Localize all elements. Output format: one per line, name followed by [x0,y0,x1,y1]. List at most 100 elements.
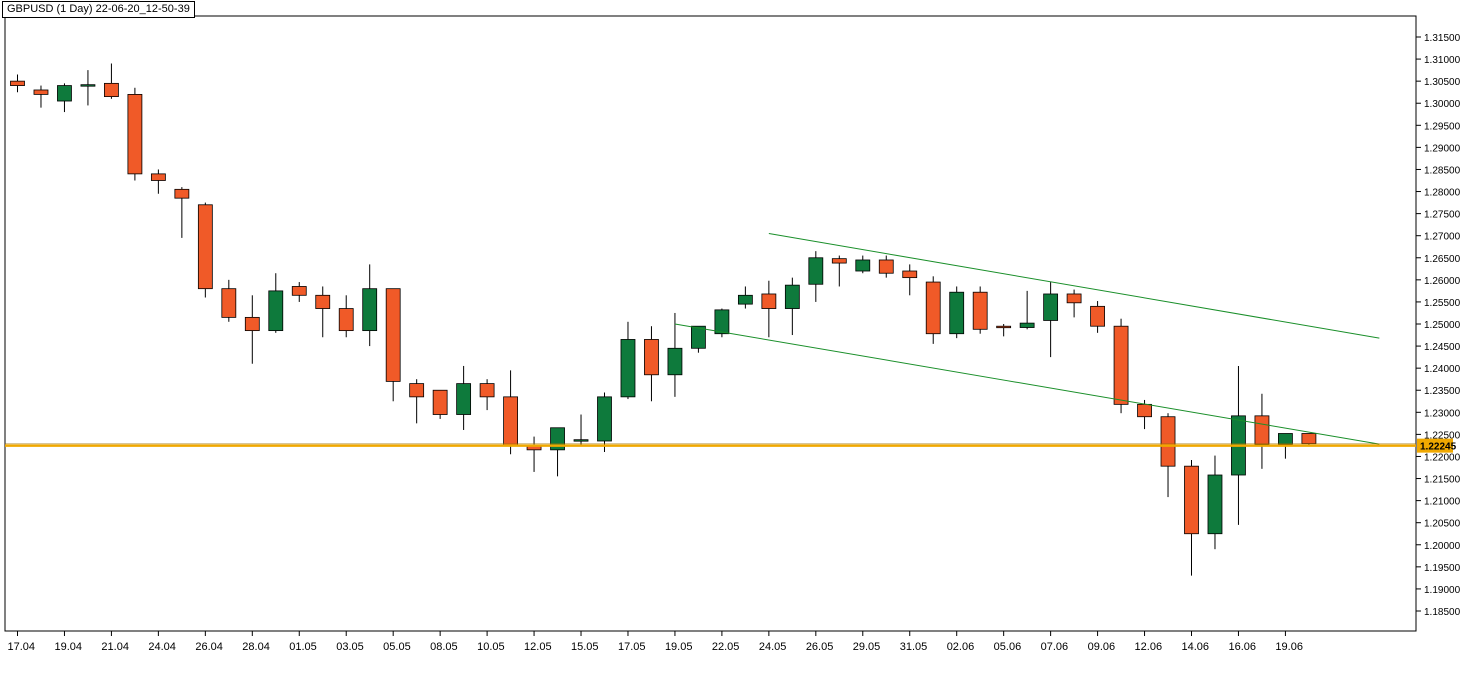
candle-bearish[interactable] [644,326,659,402]
candle-bullish[interactable] [784,277,800,336]
y-tick-label: 1.29000 [1424,143,1461,154]
candle-body [362,288,378,332]
candle-bearish[interactable] [150,169,166,194]
candle-body [456,383,472,415]
candle-bearish[interactable] [1090,301,1105,333]
y-tick-label: 1.18500 [1424,607,1461,618]
x-tick-label: 05.06 [994,641,1022,653]
candle-bearish[interactable] [761,280,777,338]
candle-bearish[interactable] [244,295,260,364]
y-tick-label: 1.30500 [1424,77,1461,88]
candle-bullish[interactable] [57,83,72,113]
candle-bearish[interactable] [174,187,190,238]
y-tick-label: 1.28500 [1424,165,1461,176]
candle-bearish[interactable] [104,63,119,99]
candle-bearish[interactable] [291,282,307,302]
y-tick-label: 1.19500 [1424,563,1461,574]
channel-line[interactable] [674,323,1380,445]
candle-body [503,396,518,446]
candle-bullish[interactable] [362,264,378,347]
candle-bearish[interactable] [432,389,448,419]
candle-bearish[interactable] [10,74,25,93]
x-tick-label: 22.05 [712,641,740,653]
candle-body [831,258,847,264]
candle-bearish[interactable] [902,264,918,296]
x-tick-label: 03.05 [336,641,364,653]
candle-bullish[interactable] [1019,290,1035,330]
candle-bearish[interactable] [479,379,495,411]
candle-bearish[interactable] [338,295,354,338]
candle-bearish[interactable] [33,85,49,108]
candle-body [737,294,753,305]
candle-bullish[interactable] [597,392,612,453]
candle-bullish[interactable] [691,325,706,353]
candle-bearish[interactable] [1184,459,1199,576]
candle-bullish[interactable] [620,321,636,400]
candle-bearish[interactable] [197,202,213,298]
candle-body [1113,325,1129,405]
y-tick-label: 1.21500 [1424,475,1461,486]
candle-body [925,281,941,335]
x-tick-label: 01.05 [289,641,317,653]
candle-bullish[interactable] [667,312,683,397]
y-tick-label: 1.31000 [1424,55,1461,66]
candle-bullish[interactable] [737,286,753,309]
candle-bearish[interactable] [409,379,425,424]
candle-bullish[interactable] [1043,282,1059,358]
y-tick-label: 1.27500 [1424,210,1461,221]
candle-body [878,259,894,274]
candle-bearish[interactable] [1113,318,1129,414]
candle-bullish[interactable] [456,365,472,430]
y-tick-label: 1.26000 [1424,276,1461,287]
candle-body [174,188,190,199]
candle-bearish[interactable] [1254,393,1270,469]
candle-bearish[interactable] [1066,289,1082,318]
candle-bullish[interactable] [949,286,965,339]
candle-bearish[interactable] [972,286,988,334]
candle-bearish[interactable] [221,279,237,322]
y-tick-label: 1.23500 [1424,386,1461,397]
candle-bearish[interactable] [1160,413,1176,498]
candle-bearish[interactable] [831,255,847,287]
candle-bullish[interactable] [808,251,824,302]
y-tick-label: 1.27000 [1424,232,1461,243]
x-tick-label: 15.05 [571,641,599,653]
candle-body [479,383,495,398]
candle-bullish[interactable] [1207,455,1223,550]
candle-body [385,288,401,382]
y-tick-label: 1.26500 [1424,254,1461,265]
candle-bearish[interactable] [315,286,331,338]
candle-body [150,173,166,181]
candle-bullish[interactable] [268,273,284,333]
candle-bullish[interactable] [714,308,730,338]
candle-bearish[interactable] [996,324,1012,337]
candle-bullish[interactable] [573,414,589,446]
candle-body [550,427,565,451]
candle-body [57,85,72,102]
candle-body [221,288,237,318]
candle-bearish[interactable] [385,288,401,402]
current-price-label: 1.22245 [1420,442,1457,453]
candle-bearish[interactable] [878,255,894,278]
candle-body [996,325,1012,329]
x-tick-label: 26.05 [806,641,834,653]
candle-bearish[interactable] [1301,433,1317,445]
y-tick-label: 1.25000 [1424,320,1461,331]
y-tick-label: 1.24500 [1424,342,1461,353]
x-tick-label: 08.05 [430,641,458,653]
candle-bearish[interactable] [127,87,143,181]
candle-bullish[interactable] [550,427,565,477]
channel-line[interactable] [768,232,1380,339]
x-tick-label: 24.04 [148,641,176,653]
candle-body [1043,293,1059,321]
candle-bullish[interactable] [80,70,96,106]
candle-bullish[interactable] [855,255,871,274]
current-price-line-group: 1.22245 [5,438,1457,453]
candle-body [691,325,706,349]
y-tick-label: 1.20000 [1424,541,1461,552]
x-tick-label: 19.06 [1275,641,1303,653]
x-tick-label: 02.06 [947,641,975,653]
x-tick-label: 12.05 [524,641,552,653]
candle-bearish[interactable] [925,276,941,344]
